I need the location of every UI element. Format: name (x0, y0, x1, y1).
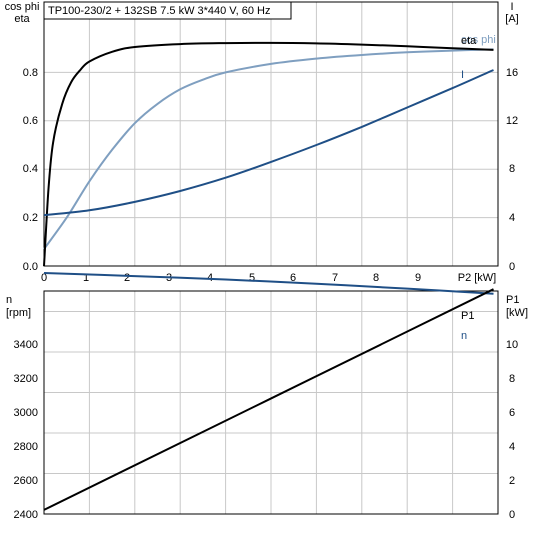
bottom-ytick-right: 4 (509, 441, 515, 453)
bottom-ylabel-right-line2: [kW] (506, 307, 528, 319)
bottom-ytick-right: 8 (509, 373, 515, 385)
series-label-p1: P1 (461, 310, 474, 322)
top-ytick-right: 4 (509, 212, 515, 224)
series-label-current: I (461, 69, 464, 81)
xtick: 7 (332, 272, 338, 284)
bottom-ylabel-left-line2: [rpm] (6, 307, 31, 319)
bottom-ytick-left: 3200 (14, 373, 38, 385)
top-ylabel-left-line2: eta (14, 13, 30, 25)
bottom-ytick-right: 0 (509, 509, 515, 521)
top-ytick-left: 0.2 (23, 212, 38, 224)
series-label-eta: eta (461, 35, 477, 47)
bottom-ytick-left: 2800 (14, 441, 38, 453)
series-label-speed: n (461, 330, 467, 342)
bottom-ytick-left: 3000 (14, 407, 38, 419)
series-line-current (43, 69, 494, 217)
bottom-ytick-left: 3400 (14, 339, 38, 351)
bottom-ylabel-right-line1: P1 (506, 294, 519, 306)
series-line-speed (43, 272, 494, 295)
chart-title: TP100-230/2 + 132SB 7.5 kW 3*440 V, 60 H… (48, 5, 271, 17)
xtick: 0 (41, 272, 47, 284)
xtick: 9 (415, 272, 421, 284)
bottom-ytick-right: 2 (509, 475, 515, 487)
top-ylabel-right-line1: I (510, 1, 513, 13)
top-ylabel-right-line2: [A] (505, 13, 518, 25)
xtick: 8 (373, 272, 379, 284)
top-ytick-left: 0.4 (23, 163, 38, 175)
top-ylabel-left-line1: cos phi (5, 1, 40, 13)
top-ytick-right: 16 (506, 67, 518, 79)
top-ytick-right: 12 (506, 115, 518, 127)
bottom-ytick-right: 6 (509, 407, 515, 419)
bottom-ytick-left: 2400 (14, 509, 38, 521)
xtick: 2 (124, 272, 130, 284)
xtick: 5 (249, 272, 255, 284)
bottom-ytick-left: 2600 (14, 475, 38, 487)
top-ytick-left: 0.0 (23, 261, 38, 273)
series-line-p1 (43, 288, 494, 511)
bottom-ytick-right: 10 (506, 339, 518, 351)
xtick: 1 (83, 272, 89, 284)
bottom-ylabel-left-line1: n (6, 294, 12, 306)
series-label-cos-phi: cos phi (461, 34, 496, 46)
top-ytick-right: 8 (509, 163, 515, 175)
bottom-plot-frame (43, 290, 499, 515)
title-box (43, 1, 292, 20)
top-ytick-left: 0.8 (23, 67, 38, 79)
top-ytick-left: 0.6 (23, 115, 38, 127)
series-line-cos-phi (43, 48, 494, 250)
x-axis-label: P2 [kW] (458, 272, 497, 284)
top-ytick-right: 0 (509, 261, 515, 273)
series-line-eta (43, 41, 494, 267)
xtick: 6 (290, 272, 296, 284)
